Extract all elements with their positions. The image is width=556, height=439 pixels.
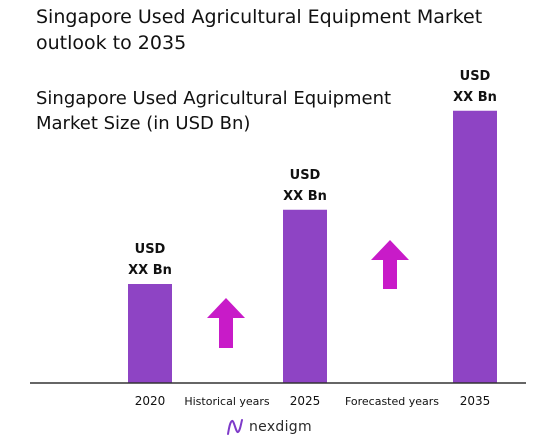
bars-group xyxy=(128,110,497,383)
x-tick-2035: 2035 xyxy=(460,394,491,408)
data-label-2035-1: XX Bn xyxy=(453,90,497,105)
period-label-0: Historical years xyxy=(184,395,270,408)
bar-2025 xyxy=(283,209,327,383)
up-arrow-icon-1 xyxy=(371,240,409,289)
bar-2020 xyxy=(128,284,172,383)
data-label-2025-0: USD xyxy=(290,168,321,183)
data-label-2035-0: USD xyxy=(460,69,491,84)
x-tick-2020: 2020 xyxy=(135,394,166,408)
brand-name: nexdigm xyxy=(249,419,312,435)
arrows-group xyxy=(207,240,409,348)
chart-title: Singapore Used Agricultural Equipment Ma… xyxy=(36,6,483,54)
period-label-1: Forecasted years xyxy=(345,395,439,408)
chart-subtitle: Singapore Used Agricultural Equipment Ma… xyxy=(36,88,392,134)
data-label-2020-0: USD xyxy=(135,242,166,257)
x-tick-2025: 2025 xyxy=(290,394,321,408)
bar-chart: USD XX Bn 2020 USD XX Bn 2025 USD XX Bn 2035 Hist… xyxy=(30,69,526,408)
up-arrow-icon-0 xyxy=(207,298,245,348)
bar-2035 xyxy=(453,110,497,383)
nexdigm-logo-icon xyxy=(227,419,243,435)
brand-logo: nexdigm xyxy=(226,416,312,438)
labels-group: USD XX Bn 2020 USD XX Bn 2025 USD XX Bn 2035 Hist… xyxy=(128,69,497,408)
data-label-2025-1: XX Bn xyxy=(283,189,327,204)
data-label-2020-1: XX Bn xyxy=(128,263,172,278)
